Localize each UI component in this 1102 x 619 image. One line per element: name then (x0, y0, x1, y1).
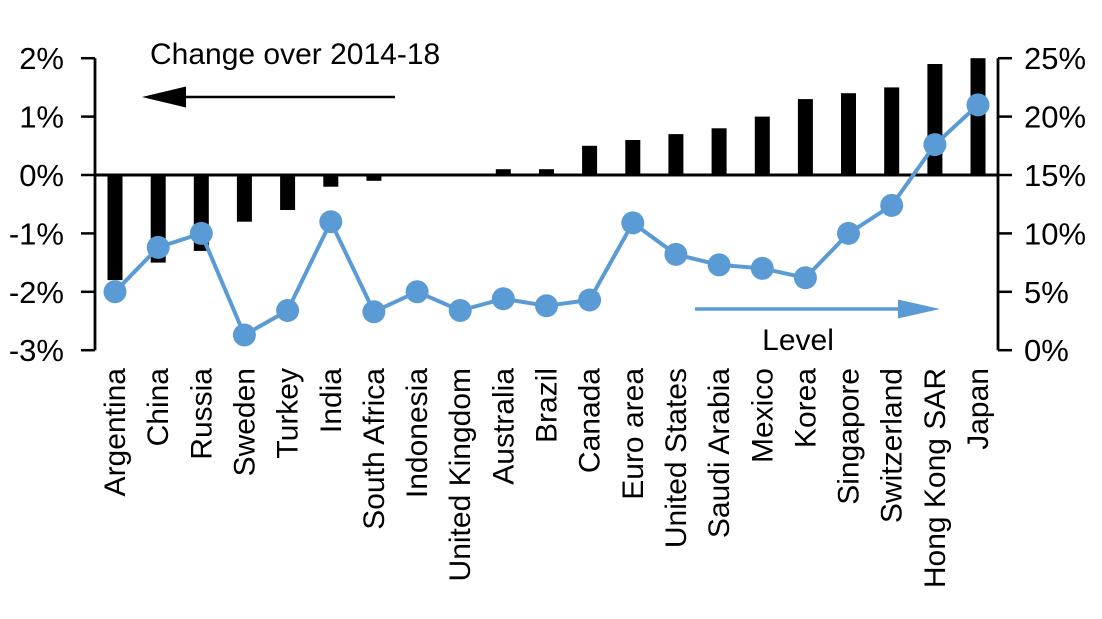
change-annotation-arrowhead-left (142, 86, 186, 108)
right-series-annotation-label: Level (762, 324, 834, 357)
level-dot-canada (578, 288, 602, 312)
bar-switzerland (884, 87, 900, 175)
category-label: China (142, 368, 175, 447)
level-dot-united-kingdom (448, 299, 472, 322)
level-dot-hong-kong-sar (923, 133, 947, 157)
category-label: Indonesia (401, 368, 434, 498)
right-axis-tick-label: 0% (1024, 333, 1069, 368)
level-dot-singapore (837, 221, 860, 245)
left-series-annotation-label: Change over 2014-18 (150, 38, 441, 71)
right-axis-tick-label: 20% (1024, 100, 1086, 135)
left-axis-tick-label: 1% (19, 100, 64, 135)
level-dot-korea (793, 266, 817, 290)
bar-turkey (280, 175, 296, 210)
category-label: Turkey (272, 368, 305, 459)
right-axis-tick-label: 10% (1024, 216, 1086, 251)
level-dot-switzerland (880, 193, 904, 217)
category-label: Switzerland (876, 368, 909, 523)
bar-singapore (841, 93, 856, 175)
level-dot-china (146, 235, 170, 259)
category-label: Singapore (833, 368, 866, 505)
category-label: Russia (185, 368, 218, 460)
bar-euro-area (625, 140, 641, 175)
level-dot-euro-area (621, 211, 645, 235)
left-axis-tick-label: 2% (19, 41, 64, 76)
bar-india (323, 175, 339, 187)
bar-saudi-arabia (711, 128, 727, 175)
bar-australia (495, 169, 511, 175)
level-dot-turkey (276, 299, 300, 322)
left-axis-tick-label: -1% (9, 216, 64, 251)
bar-united-states (668, 134, 684, 175)
bar-hong-kong-sar (927, 64, 943, 175)
bar-mexico (754, 116, 770, 175)
category-label: Mexico (746, 368, 779, 463)
category-label: Sweden (228, 368, 261, 476)
level-dot-south-africa (362, 300, 386, 324)
category-label: Korea (789, 368, 822, 448)
level-dot-mexico (750, 256, 774, 280)
level-dot-india (319, 210, 343, 234)
left-axis-tick-label: -2% (9, 275, 64, 310)
level-dot-indonesia (405, 280, 429, 304)
category-label: Hong Kong SAR (919, 368, 952, 588)
category-label: Australia (487, 368, 520, 485)
bar-canada (582, 145, 598, 175)
right-axis-tick-label: 25% (1024, 41, 1086, 76)
bar-argentina (107, 175, 123, 281)
bar-korea (797, 99, 813, 175)
level-dot-australia (491, 287, 515, 311)
category-label: United Kingdom (444, 368, 477, 581)
category-label: Japan (962, 368, 995, 450)
category-label: United States (660, 368, 693, 548)
category-label: Saudi Arabia (703, 368, 736, 538)
level-dot-argentina (103, 280, 127, 304)
category-label: Argentina (99, 368, 132, 497)
left-axis-tick-label: 0% (19, 158, 64, 193)
level-dot-sweden (232, 323, 256, 347)
category-label: Euro area (617, 368, 650, 500)
bar-sweden (236, 175, 252, 222)
bar-brazil (539, 169, 554, 175)
level-dot-saudi-arabia (707, 253, 731, 277)
right-axis-tick-label: 15% (1024, 158, 1086, 193)
bar-japan (970, 58, 986, 176)
level-dot-united-states (664, 242, 688, 266)
level-annotation-arrowhead-right (898, 299, 940, 319)
category-label: India (315, 368, 348, 433)
level-dot-russia (189, 221, 213, 245)
right-axis-tick-label: 5% (1024, 275, 1069, 310)
category-label: Canada (574, 368, 607, 473)
level-dot-brazil (535, 294, 558, 318)
left-axis-tick-label: -3% (9, 333, 64, 368)
category-label: South Africa (358, 368, 391, 530)
bar-south-africa (366, 175, 382, 181)
level-dot-japan (966, 93, 990, 117)
category-label: Brazil (531, 368, 564, 443)
